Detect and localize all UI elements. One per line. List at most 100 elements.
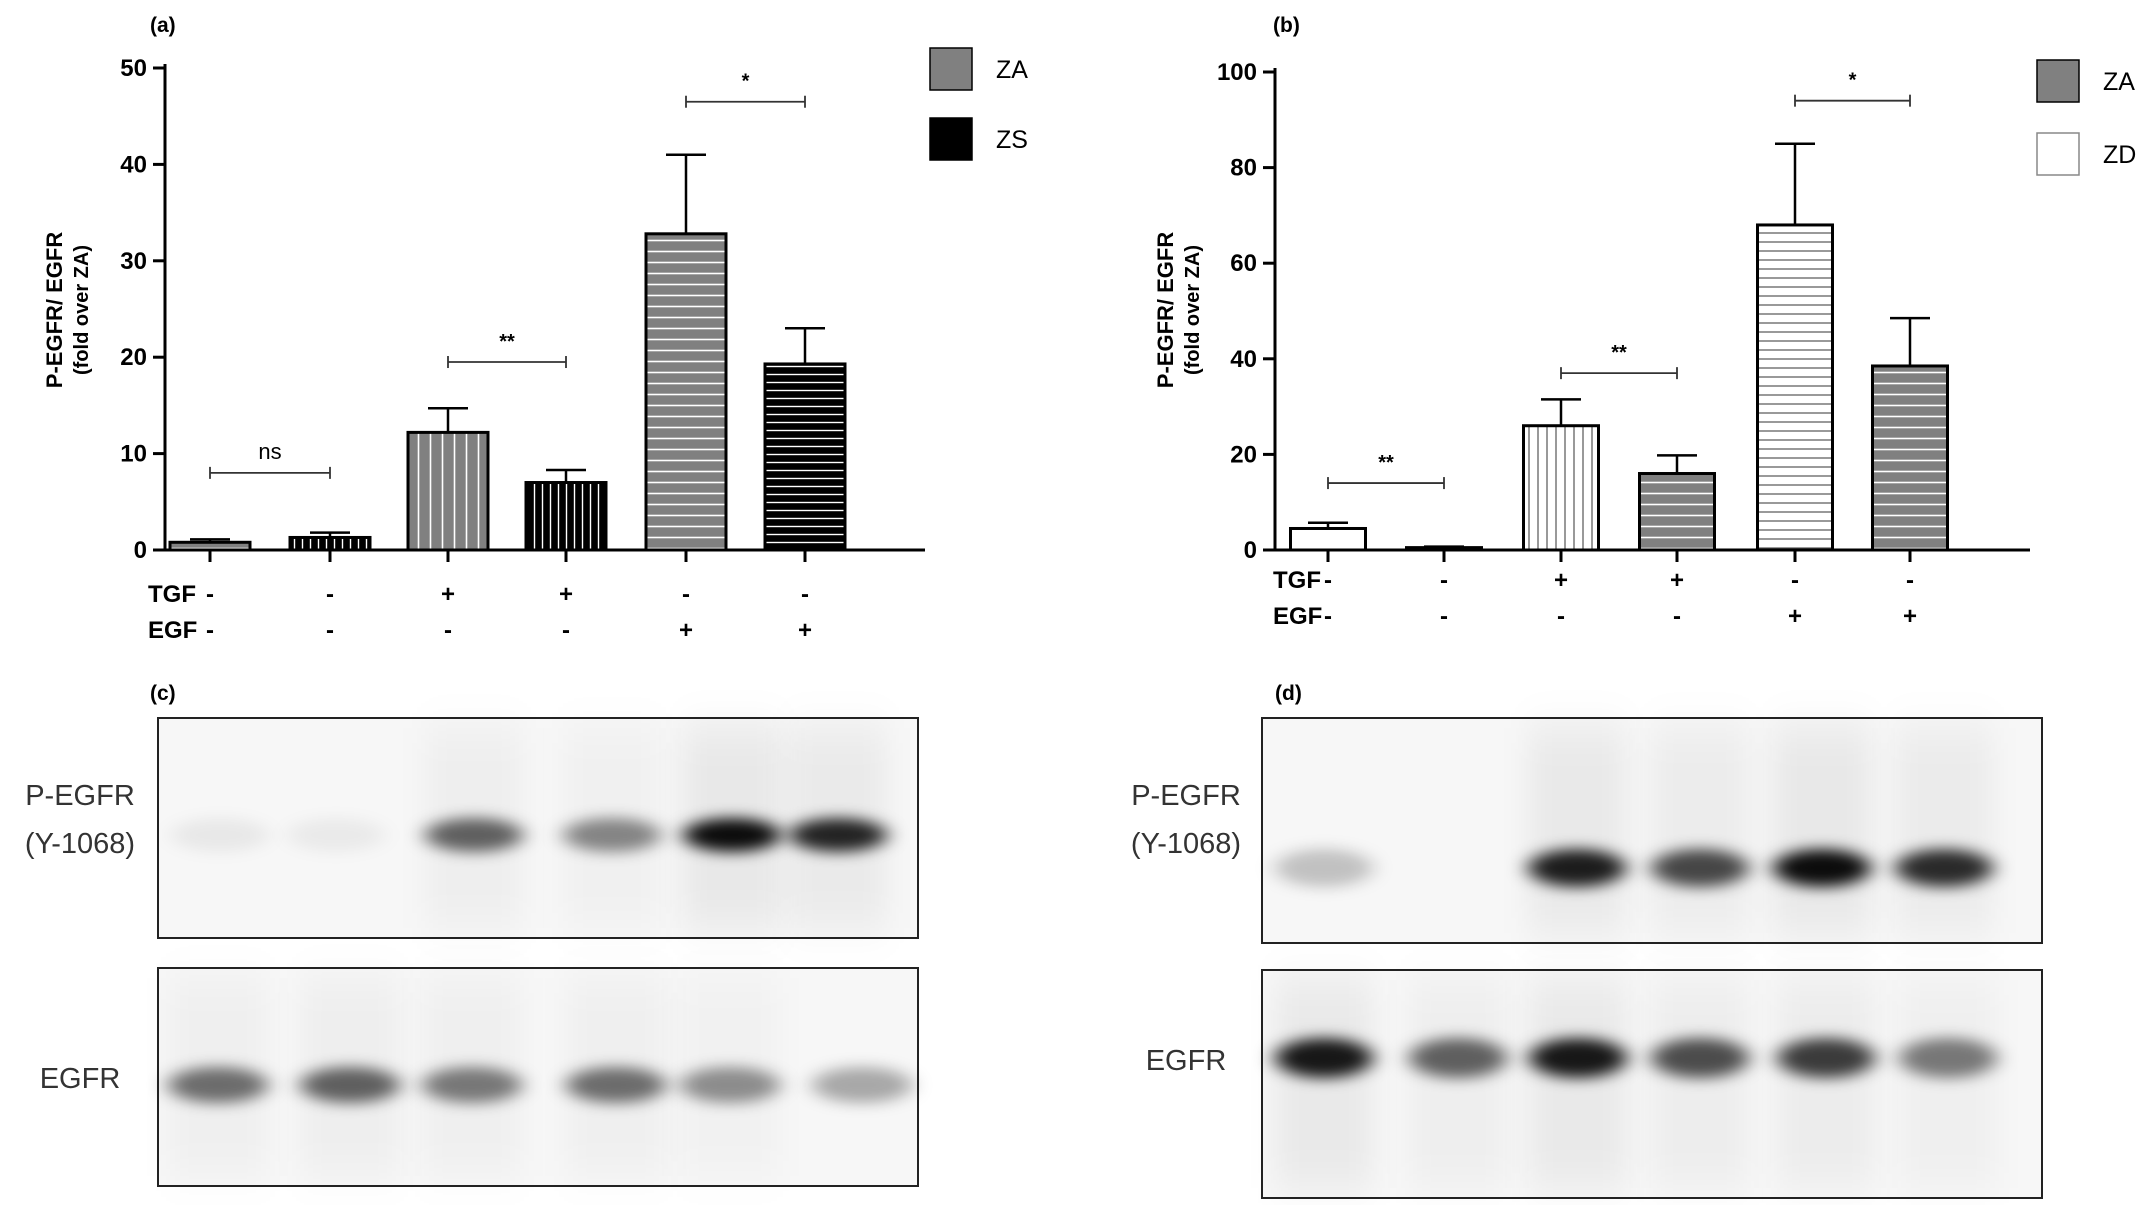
blot-smear <box>1773 728 1871 933</box>
blot-band <box>1895 849 1993 887</box>
legend-label: ZA <box>2103 68 2135 96</box>
blot-row-label: P-EGFR <box>25 780 135 812</box>
legend-swatch <box>929 117 973 161</box>
blot-band <box>1651 849 1749 887</box>
condition-label: EGF <box>148 617 197 644</box>
western-blot-d: (d) P-EGFR (Y-1068) EGFR <box>1131 682 2043 1199</box>
condition-value: - <box>1440 603 1448 630</box>
bar <box>1871 364 1949 552</box>
blot-frame <box>157 717 919 939</box>
condition-value: - <box>326 617 334 644</box>
significance-label: * <box>742 71 750 93</box>
blot-smear <box>1777 980 1875 1188</box>
y-tick-label: 10 <box>120 441 147 468</box>
condition-value: - <box>1324 567 1332 594</box>
bar <box>763 362 847 552</box>
blot-band <box>789 818 887 852</box>
blot-band <box>1773 849 1871 887</box>
condition-value: + <box>1670 567 1684 594</box>
y-axis-label: P-EGFR/ EGFR <box>42 232 67 389</box>
panel-label: (b) <box>1273 14 1300 37</box>
blot-band <box>1275 849 1373 887</box>
condition-value: + <box>559 581 573 608</box>
blot-band <box>1275 1038 1373 1078</box>
legend-label: ZA <box>996 56 1028 84</box>
blot-band <box>300 1067 400 1103</box>
blot-smear <box>1409 980 1507 1188</box>
y-axis-label-2: (fold over ZA) <box>1182 245 1204 375</box>
bar <box>406 430 490 552</box>
y-tick-label: 100 <box>1217 59 1257 86</box>
condition-value: - <box>1440 567 1448 594</box>
bar <box>1638 472 1716 552</box>
blot-band <box>1409 1038 1507 1078</box>
western-blot-c: (c) P-EGFR (Y-1068) EGFR <box>25 682 919 1187</box>
condition-value: - <box>1791 567 1799 594</box>
bar <box>524 481 608 552</box>
blot-band <box>287 818 385 852</box>
blot-smear <box>1651 728 1749 933</box>
significance-label: ns <box>258 439 281 464</box>
condition-value: - <box>1324 603 1332 630</box>
blot-band <box>1529 1038 1627 1078</box>
blot-smear <box>1651 980 1749 1188</box>
y-tick-label: 0 <box>134 537 147 564</box>
condition-value: + <box>1554 567 1568 594</box>
condition-value: - <box>206 581 214 608</box>
y-tick-label: 0 <box>1244 537 1257 564</box>
condition-label: EGF <box>1273 603 1322 630</box>
legend-swatch <box>929 47 973 91</box>
significance-label: * <box>1849 70 1857 92</box>
legend-label: ZS <box>996 126 1028 154</box>
bar <box>1405 546 1483 552</box>
y-tick-label: 50 <box>120 55 147 82</box>
condition-value: - <box>206 617 214 644</box>
blot-row-label: EGFR <box>1146 1045 1227 1077</box>
blot-band <box>171 818 269 852</box>
significance-label: ** <box>499 331 515 353</box>
blot-smear <box>1529 980 1627 1188</box>
panel-label: (a) <box>150 14 176 37</box>
condition-value: - <box>326 581 334 608</box>
blot-band <box>1393 849 1491 887</box>
blot-band <box>812 1067 912 1103</box>
panel-label: (d) <box>1275 682 1302 705</box>
bar <box>168 540 252 552</box>
blot-band <box>1777 1038 1875 1078</box>
legend-label: ZD <box>2103 141 2136 169</box>
bar <box>288 535 372 552</box>
y-tick-label: 30 <box>120 248 147 275</box>
condition-value: - <box>1557 603 1565 630</box>
blot-band <box>168 1067 268 1103</box>
blot-band <box>1528 849 1626 887</box>
blot-frame <box>1261 969 2043 1199</box>
blot-band <box>563 818 661 852</box>
blot-frame <box>157 967 919 1187</box>
condition-value: - <box>801 581 809 608</box>
y-tick-label: 20 <box>1230 441 1257 468</box>
bar <box>1289 526 1367 552</box>
condition-value: + <box>798 617 812 644</box>
blot-band <box>422 1067 522 1103</box>
blot-band <box>680 1067 780 1103</box>
y-tick-label: 80 <box>1230 155 1257 182</box>
legend-swatch <box>2036 59 2080 103</box>
blot-row-label: (Y-1068) <box>25 828 135 860</box>
y-axis-label: P-EGFR/ EGFR <box>1153 232 1178 389</box>
blot-row-label: (Y-1068) <box>1131 828 1241 860</box>
bar <box>644 232 728 552</box>
significance-label: ** <box>1611 342 1627 364</box>
blot-membrane <box>158 968 918 1186</box>
y-tick-label: 20 <box>120 344 147 371</box>
condition-value: - <box>682 581 690 608</box>
blot-band <box>425 818 523 852</box>
y-tick-label: 40 <box>120 151 147 178</box>
blot-band <box>683 818 781 852</box>
condition-value: + <box>679 617 693 644</box>
blot-band <box>1899 1038 1997 1078</box>
blot-row-label: EGFR <box>40 1063 121 1095</box>
condition-label: TGF <box>148 581 196 608</box>
condition-value: - <box>1906 567 1914 594</box>
condition-value: - <box>1673 603 1681 630</box>
